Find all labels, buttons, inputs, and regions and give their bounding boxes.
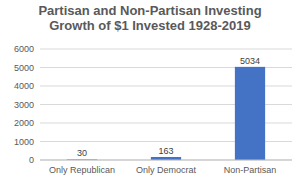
bar	[235, 67, 265, 160]
plot: 0 1000 2000 3000 4000 5000 6000 30 Only Republic…	[0, 0, 300, 188]
chart: Partisan and Non-Partisan Investing Grow…	[0, 0, 300, 188]
category-label: Only Republican	[49, 165, 115, 175]
tick-label: 2000	[14, 118, 34, 128]
data-label: 30	[77, 148, 87, 158]
category-label: Only Democrat	[136, 165, 197, 175]
grid-line	[40, 49, 292, 50]
tick-label: 6000	[14, 44, 34, 54]
category-label: Non-Partisan	[224, 165, 277, 175]
tick-label: 0	[29, 155, 34, 165]
title: Partisan and Non-Partisan Investing Grow…	[30, 3, 270, 33]
tick-label: 3000	[14, 100, 34, 110]
tick-label: 5000	[14, 63, 34, 73]
tick-label: 4000	[14, 81, 34, 91]
tick-label: 1000	[14, 137, 34, 147]
bars	[67, 67, 265, 160]
data-label: 163	[158, 146, 173, 156]
data-label: 5034	[240, 56, 260, 66]
grid-line	[40, 160, 292, 161]
x-axis	[40, 160, 292, 161]
